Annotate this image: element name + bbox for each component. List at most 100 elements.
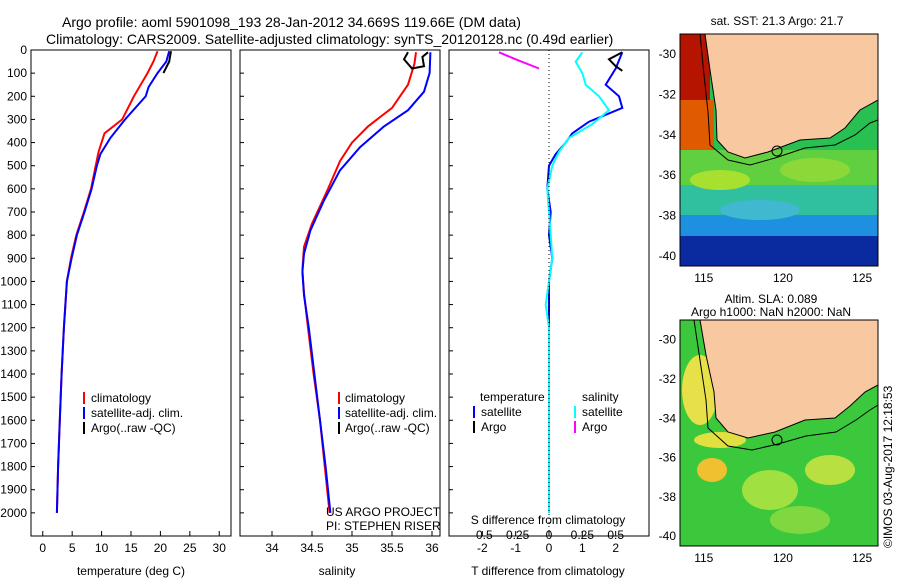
difference-series-2 <box>544 51 611 513</box>
sst-map-xtick-label: 115 <box>694 271 713 285</box>
sst-map-title: sat. SST: 21.3 Argo: 21.7 <box>711 14 844 28</box>
depth-ytick-label: 1000 <box>0 274 27 288</box>
title-line-2: Climatology: CARS2009. Satellite-adjuste… <box>46 31 614 47</box>
legend-argo: Argo(..raw -QC) <box>91 421 176 435</box>
depth-ytick-label: 900 <box>7 251 27 265</box>
depth-ytick-label: 800 <box>7 228 27 242</box>
depth-ytick-label: 500 <box>7 159 27 173</box>
project-annotation: US ARGO PROJECT <box>326 505 441 519</box>
depth-ytick-label: 300 <box>7 112 27 126</box>
salinity-xtick-label: 36 <box>425 541 439 555</box>
temperature-xtick-label: 30 <box>213 541 227 555</box>
sla-map-xtick-label: 115 <box>694 551 713 565</box>
legend-sal-argo: Argo <box>582 420 608 434</box>
difference-series-3 <box>498 51 540 70</box>
temperature-xlabel: temperature (deg C) <box>77 564 185 578</box>
title-line-1: Argo profile: aoml 5901098_193 28-Jan-20… <box>62 14 521 30</box>
sst-map-ytick-label: -40 <box>659 249 677 263</box>
temperature-xtick-label: 10 <box>95 541 109 555</box>
sst-map-ytick-label: -38 <box>659 209 677 223</box>
salinity-xtick-label: 34.5 <box>300 541 324 555</box>
sla-map-ytick-label: -32 <box>659 372 677 386</box>
sst-map-xtick-label: 120 <box>773 271 793 285</box>
difference-top-tick-label: -0.25 <box>502 528 530 542</box>
salinity-series <box>301 51 432 514</box>
salinity-xtick-label: 34 <box>265 541 279 555</box>
legend-temperature-heading: temperature <box>480 390 545 404</box>
imos-credit: ©IMOS 03-Aug-2017 12:18:53 <box>881 385 895 548</box>
difference-xtick-label: -1 <box>510 541 521 555</box>
pi-annotation: PI: STEPHEN RISER <box>326 519 441 533</box>
sla-map-ytick-label: -34 <box>659 411 677 425</box>
depth-ytick-label: 1300 <box>0 344 27 358</box>
sla-map-ytick-label: -40 <box>659 529 677 543</box>
temperature-series-1 <box>55 50 171 513</box>
depth-ytick-label: 100 <box>7 66 27 80</box>
difference-series-0 <box>546 51 624 513</box>
difference-xtick-label: -2 <box>477 541 488 555</box>
depth-ytick-label: 600 <box>7 182 27 196</box>
depth-ytick-label: 1100 <box>1 298 27 312</box>
depth-ytick-label: 1600 <box>0 413 27 427</box>
legend-climatology: climatology <box>345 391 405 405</box>
sst-map-ytick-label: -30 <box>659 47 677 61</box>
legend-argo: Argo(..raw -QC) <box>345 421 430 435</box>
legend-sal-satellite: satellite <box>582 405 623 419</box>
sla-map-title-2: Argo h1000: NaN h2000: NaN <box>691 305 851 319</box>
temperature-series-0 <box>55 50 159 513</box>
legend-temp-argo: Argo <box>481 420 507 434</box>
legend-salinity-heading: salinity <box>582 390 619 404</box>
salinity-xtick-label: 35 <box>345 541 359 555</box>
sst-map-ytick-label: -32 <box>659 88 677 102</box>
depth-ytick-label: 1400 <box>0 367 27 381</box>
axis-ticks: 0 5 10 15 20 25 30 34 34.5 35 35.5 36 -2 -1 0 1 20100200… <box>0 43 872 565</box>
depth-ytick-label: 1800 <box>0 460 27 474</box>
difference-xlabel-top: S difference from climatology <box>471 513 626 527</box>
depth-ytick-label: 0 <box>20 43 27 57</box>
difference-xlabel: T difference from climatology <box>471 564 625 578</box>
difference-xtick-label: 1 <box>579 541 586 555</box>
difference-series-1 <box>607 51 623 72</box>
difference-series <box>498 51 624 513</box>
depth-ytick-label: 2000 <box>0 506 27 520</box>
sla-argo-marker <box>771 434 783 446</box>
sst-map-image <box>680 34 878 266</box>
sst-map-ytick-label: -36 <box>659 168 677 182</box>
depth-ytick-label: 200 <box>7 89 27 103</box>
salinity-axes <box>239 49 441 537</box>
difference-top-tick-label: 0.5 <box>607 528 624 542</box>
legend-satellite: satellite-adj. clim. <box>345 406 437 420</box>
difference-top-tick-label: 0.25 <box>571 528 595 542</box>
temperature-xtick-label: 0 <box>39 541 46 555</box>
salinity-xtick-label: 35.5 <box>380 541 404 555</box>
sla-map-xtick-label: 125 <box>852 551 872 565</box>
depth-ytick-label: 700 <box>7 205 27 219</box>
depth-ytick-label: 1700 <box>0 436 27 450</box>
legend-climatology: climatology <box>91 391 151 405</box>
sla-map-title-1: Altim. SLA: 0.089 <box>725 292 818 306</box>
sla-map-image <box>680 320 878 546</box>
temperature-xtick-label: 25 <box>183 541 197 555</box>
sla-map-ytick-label: -36 <box>659 451 677 465</box>
temperature-axes <box>30 49 232 537</box>
sst-map-xtick-label: 125 <box>852 271 872 285</box>
temperature-series <box>55 50 172 513</box>
temperature-xtick-label: 15 <box>124 541 138 555</box>
sst-map-ytick-label: -34 <box>659 128 677 142</box>
depth-ytick-label: 400 <box>7 136 27 150</box>
difference-xtick-label: 0 <box>546 541 553 555</box>
temperature-legend: climatology satellite-adj. clim. Argo(..… <box>83 391 183 435</box>
sla-map-ytick-label: -30 <box>659 333 677 347</box>
difference-top-tick-label: -0.5 <box>472 528 493 542</box>
depth-ytick-label: 1200 <box>0 321 27 335</box>
sla-map-xtick-label: 120 <box>773 551 793 565</box>
salinity-legend: climatology satellite-adj. clim. Argo(..… <box>338 391 437 435</box>
salinity-xlabel: salinity <box>319 564 356 578</box>
difference-xtick-label: 2 <box>612 541 619 555</box>
sst-map-axes <box>679 33 879 267</box>
legend-temp-satellite: satellite <box>481 405 522 419</box>
salinity-series-0 <box>301 52 417 514</box>
temperature-series-2 <box>162 51 172 74</box>
legend-satellite: satellite-adj. clim. <box>91 406 183 420</box>
